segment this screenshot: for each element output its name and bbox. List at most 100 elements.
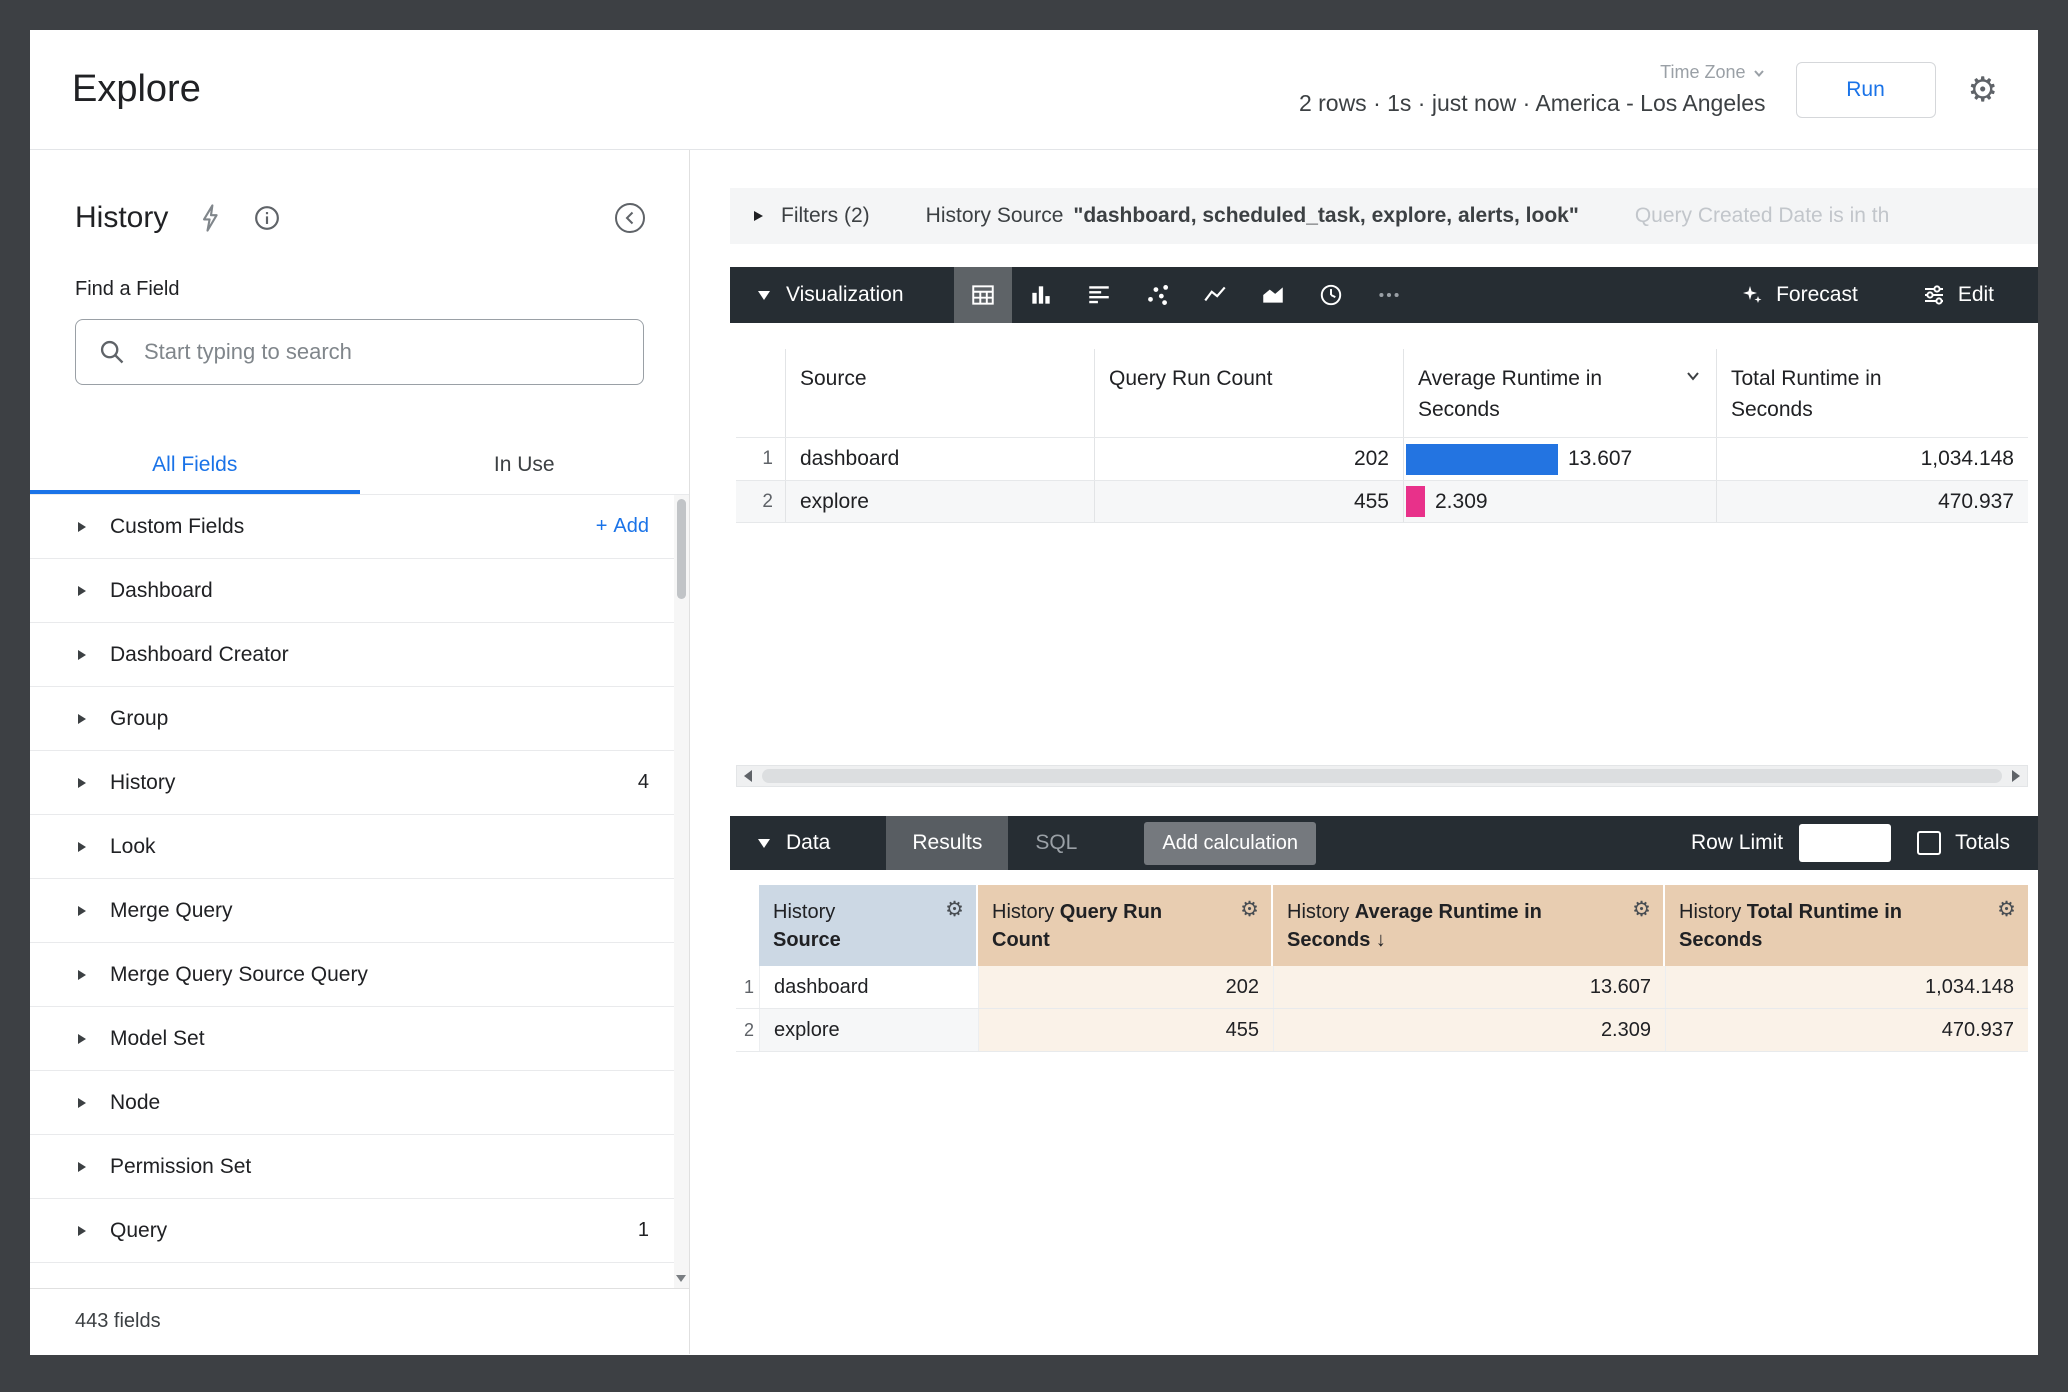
- runtime-bar: [1406, 486, 1425, 517]
- field-group-group[interactable]: Group: [30, 687, 689, 751]
- column-gear-icon[interactable]: ⚙: [1997, 897, 2016, 921]
- cell-source[interactable]: explore: [785, 481, 1094, 522]
- row-limit-input[interactable]: [1799, 824, 1892, 862]
- viz-type-report-icon[interactable]: [1070, 267, 1128, 323]
- field-picker-sidebar: History: [30, 150, 690, 1354]
- visualization-label: Visualization: [786, 283, 904, 306]
- viz-type-scatter-icon[interactable]: [1128, 267, 1186, 323]
- collapse-sidebar-icon[interactable]: [611, 199, 649, 237]
- cell-total-runtime[interactable]: 470.937: [1716, 481, 2028, 522]
- find-a-field-label: Find a Field: [75, 278, 180, 300]
- column-sort-chevron-icon[interactable]: [1684, 367, 1702, 385]
- caret-right-icon: [78, 1225, 86, 1236]
- field-tabs: All Fields In Use: [30, 435, 689, 495]
- horizontal-scrollbar[interactable]: [736, 765, 2028, 787]
- viz-type-table-icon[interactable]: [953, 267, 1012, 323]
- viz-column-header-average-runtime[interactable]: Average Runtime in Seconds: [1403, 349, 1716, 437]
- filter-clause-secondary: Query Created Date is in th: [1634, 204, 1890, 227]
- cell-source[interactable]: dashboard: [785, 438, 1094, 480]
- field-group-look[interactable]: Look: [30, 815, 689, 879]
- viz-type-line-chart-icon[interactable]: [1186, 267, 1244, 323]
- timezone-selector[interactable]: Time Zone: [1299, 62, 1766, 83]
- viz-column-header-query-run-count[interactable]: Query Run Count: [1094, 349, 1403, 437]
- topbar: Explore Time Zone 2 rows · 1s · just now…: [30, 30, 2038, 150]
- row-number: 2: [743, 1019, 754, 1040]
- viz-table-row: 1 dashboard 202 13.607 1,034.148: [736, 437, 2028, 480]
- cell-average-runtime[interactable]: 2.309: [1273, 1009, 1665, 1051]
- data-toolbar: Data Results SQL Add calculation Row Lim…: [730, 816, 2038, 870]
- tab-all-fields[interactable]: All Fields: [30, 435, 360, 494]
- edit-visualization-button[interactable]: Edit: [1922, 283, 1994, 307]
- cell-average-runtime[interactable]: 2.309: [1403, 481, 1716, 522]
- scrollbar-thumb[interactable]: [677, 499, 686, 599]
- field-group-node[interactable]: Node: [30, 1071, 689, 1135]
- field-group-model-set[interactable]: Model Set: [30, 1007, 689, 1071]
- explore-main-area: Filters (2) History Source "dashboard, s…: [690, 150, 2038, 1354]
- cell-query-run-count[interactable]: 455: [978, 1009, 1273, 1051]
- cell-history-source[interactable]: explore: [759, 1009, 978, 1051]
- in-use-count-badge: 1: [637, 1219, 649, 1241]
- data-column-header-history-source[interactable]: History Source ⚙: [759, 885, 978, 966]
- column-gear-icon[interactable]: ⚙: [1240, 897, 1259, 921]
- cell-average-runtime[interactable]: 13.607: [1273, 966, 1665, 1008]
- tab-in-use[interactable]: In Use: [493, 452, 555, 476]
- data-results-table: History Source ⚙ History Query Run Count…: [736, 885, 2028, 1052]
- field-group-dashboard[interactable]: Dashboard: [30, 559, 689, 623]
- search-input[interactable]: [144, 339, 621, 365]
- tab-sql[interactable]: SQL: [1035, 831, 1078, 854]
- sql-runner-bolt-icon[interactable]: [200, 204, 222, 232]
- viz-column-header-source[interactable]: Source: [785, 349, 1094, 437]
- viz-type-area-chart-icon[interactable]: [1244, 267, 1302, 323]
- field-group-history[interactable]: History 4: [30, 751, 689, 815]
- settings-gear-icon[interactable]: ⚙: [1967, 69, 1998, 110]
- viz-type-column-chart-icon[interactable]: [1012, 267, 1070, 323]
- collapse-data-caret-icon[interactable]: [758, 838, 770, 848]
- viz-more-types-icon[interactable]: [1360, 267, 1418, 323]
- data-column-header-query-run-count[interactable]: History Query Run Count ⚙: [978, 885, 1273, 966]
- scroll-right-arrow-icon[interactable]: [2012, 770, 2020, 782]
- forecast-button[interactable]: Forecast: [1740, 283, 1858, 307]
- field-group-merge-query-source-query[interactable]: Merge Query Source Query: [30, 943, 689, 1007]
- tab-results[interactable]: Results: [886, 816, 1009, 870]
- row-number: 2: [736, 481, 785, 522]
- field-search-box[interactable]: [75, 319, 644, 385]
- cell-query-run-count[interactable]: 202: [1094, 438, 1403, 480]
- field-group-query[interactable]: Query 1: [30, 1199, 689, 1263]
- field-group-merge-query[interactable]: Merge Query: [30, 879, 689, 943]
- filter-clause-value: "dashboard, scheduled_task, explore, ale…: [1073, 204, 1579, 227]
- query-status-block: Time Zone 2 rows · 1s · just now · Ameri…: [1299, 62, 1766, 117]
- cell-total-runtime[interactable]: 470.937: [1665, 1009, 2028, 1051]
- data-column-header-average-runtime[interactable]: History Average Runtime in Seconds ↓ ⚙: [1273, 885, 1665, 966]
- scroll-down-arrow-icon[interactable]: [676, 1275, 686, 1282]
- run-button[interactable]: Run: [1795, 61, 1936, 118]
- viz-type-clock-icon[interactable]: [1302, 267, 1360, 323]
- field-group-list: Custom Fields + Add Dashboard Dashboard …: [30, 495, 689, 1288]
- add-calculation-button[interactable]: Add calculation: [1144, 821, 1317, 865]
- field-group-dashboard-creator[interactable]: Dashboard Creator: [30, 623, 689, 687]
- cell-query-run-count[interactable]: 455: [1094, 481, 1403, 522]
- collapse-visualization-caret-icon[interactable]: [758, 290, 770, 300]
- add-custom-field-button[interactable]: + Add: [595, 515, 649, 537]
- field-group-custom-fields[interactable]: Custom Fields + Add: [30, 495, 689, 559]
- column-gear-icon[interactable]: ⚙: [945, 897, 964, 921]
- row-number: 1: [762, 448, 773, 469]
- caret-right-icon: [78, 777, 86, 788]
- data-column-header-total-runtime[interactable]: History Total Runtime in Seconds ⚙: [1665, 885, 2028, 966]
- totals-checkbox[interactable]: [1917, 831, 1942, 855]
- column-gear-icon[interactable]: ⚙: [1632, 897, 1651, 921]
- cell-history-source[interactable]: dashboard: [759, 966, 978, 1008]
- info-icon[interactable]: [254, 205, 280, 231]
- cell-average-runtime[interactable]: 13.607: [1403, 438, 1716, 480]
- caret-right-icon: [78, 521, 86, 532]
- sidebar-scrollbar[interactable]: [674, 495, 689, 1288]
- cell-total-runtime[interactable]: 1,034.148: [1665, 966, 2028, 1008]
- filters-bar[interactable]: Filters (2) History Source "dashboard, s…: [730, 188, 2038, 244]
- field-group-permission-set[interactable]: Permission Set: [30, 1135, 689, 1199]
- viz-column-header-total-runtime[interactable]: Total Runtime in Seconds: [1716, 349, 2028, 437]
- scrollbar-thumb[interactable]: [762, 769, 2002, 783]
- cell-query-run-count[interactable]: 202: [978, 966, 1273, 1008]
- cell-total-runtime[interactable]: 1,034.148: [1716, 438, 2028, 480]
- expand-filters-caret-icon[interactable]: [754, 211, 763, 221]
- scroll-left-arrow-icon[interactable]: [744, 770, 752, 782]
- caret-right-icon: [78, 585, 86, 596]
